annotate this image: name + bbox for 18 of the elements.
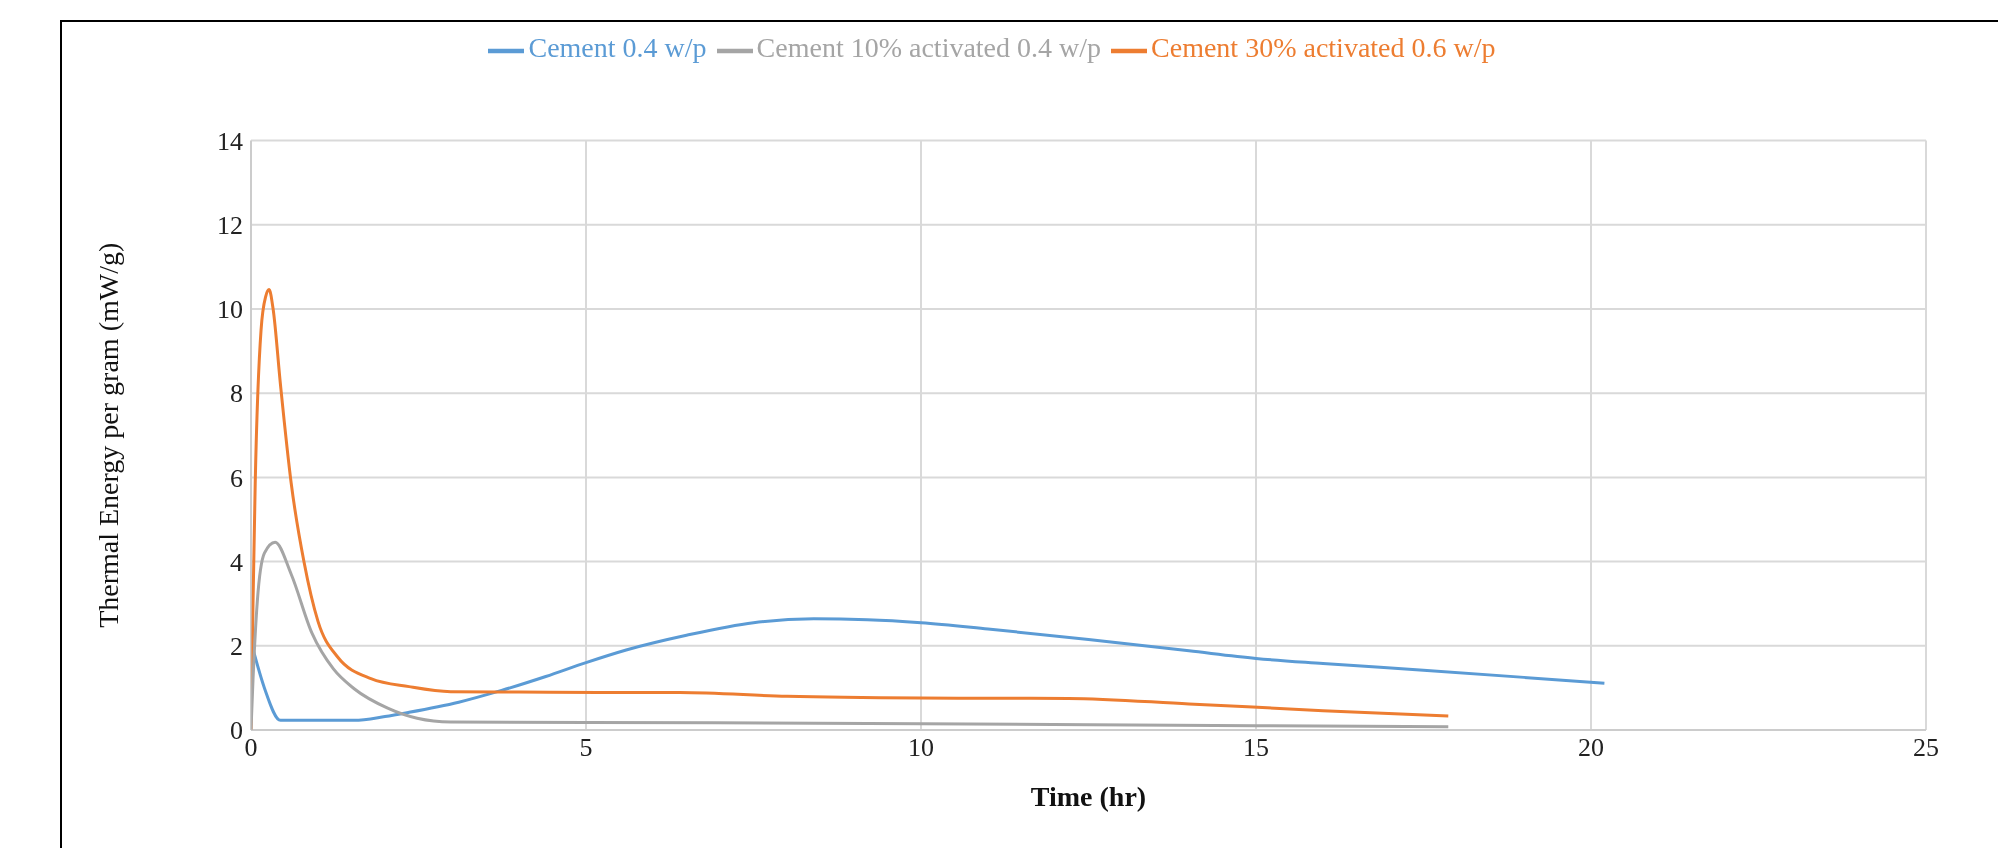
x-tick-label: 20 bbox=[1578, 733, 1604, 763]
x-axis-title: Time (hr) bbox=[1030, 781, 1147, 812]
y-tick-label: 2 bbox=[230, 632, 243, 662]
y-axis-title: Thermal Energy per gram (mW/g) bbox=[92, 242, 124, 628]
legend-label: Cement 30% activated 0.6 w/p bbox=[1151, 32, 1496, 63]
y-tick-label: 4 bbox=[230, 547, 243, 577]
y-tick-label: 6 bbox=[230, 463, 243, 493]
y-tick-label: 8 bbox=[230, 379, 243, 409]
x-tick-label: 5 bbox=[579, 733, 593, 763]
x-tick-label: 10 bbox=[908, 733, 934, 763]
y-tick-label: 12 bbox=[217, 211, 243, 241]
legend-label: Cement 0.4 w/p bbox=[528, 32, 707, 63]
y-tick-label: 14 bbox=[217, 126, 243, 156]
line-series bbox=[251, 540, 1450, 730]
legend-label: Cement 10% activated 0.4 w/p bbox=[756, 32, 1102, 63]
x-tick-label: 15 bbox=[1243, 733, 1269, 763]
y-tick-label: 10 bbox=[217, 295, 243, 325]
x-tick-label: 25 bbox=[1913, 733, 1939, 763]
